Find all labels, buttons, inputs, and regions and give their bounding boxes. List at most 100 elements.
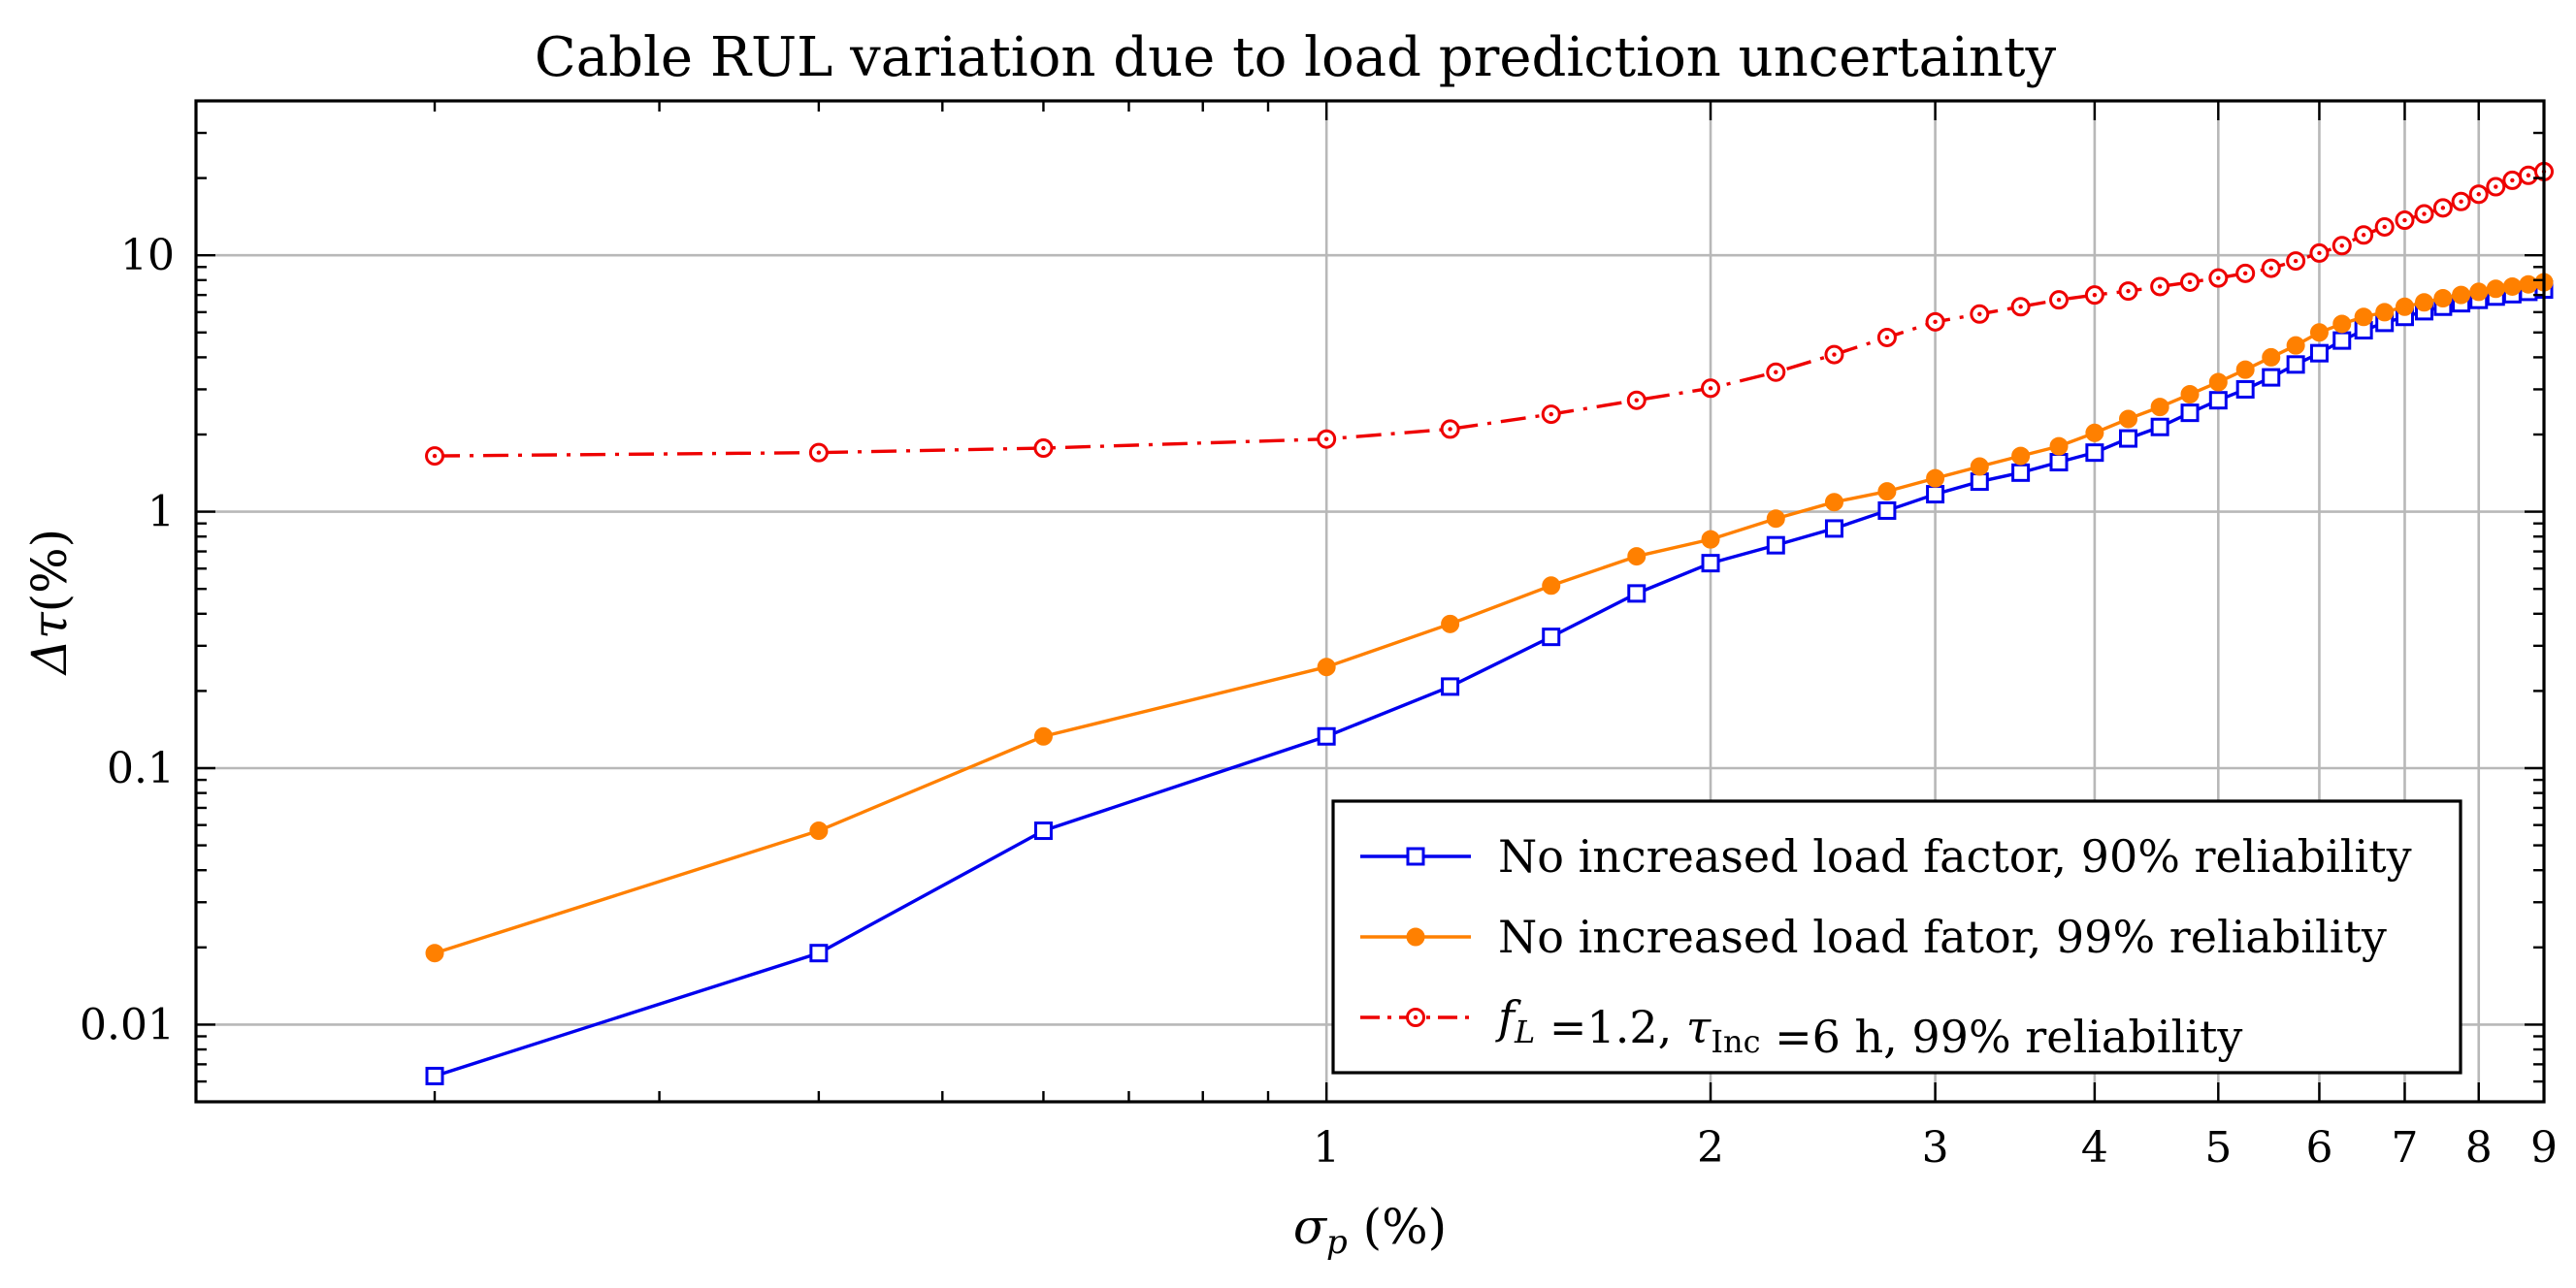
series-2 — [425, 273, 2554, 963]
data-point — [809, 944, 829, 963]
data-point — [2119, 409, 2138, 429]
data-point — [2309, 343, 2329, 363]
data-point — [2286, 251, 2306, 272]
data-point — [2415, 293, 2434, 312]
legend-marker — [1406, 927, 1425, 947]
data-point — [1317, 658, 1336, 677]
data-point — [1627, 547, 1647, 566]
data-point — [1627, 584, 1647, 603]
y-tick-label: 10 — [120, 231, 175, 280]
legend-entry: fL =1.2, τInc =6 h, 99% reliability — [1360, 991, 2242, 1063]
series-layer — [425, 161, 2554, 1085]
x-tick-label: 5 — [2204, 1123, 2232, 1173]
data-point — [2468, 184, 2489, 205]
data-point — [1970, 457, 1989, 476]
data-point — [1626, 390, 1647, 410]
data-point — [1970, 472, 1989, 492]
legend-label: fL =1.2, τInc =6 h, 99% reliability — [1495, 991, 2242, 1063]
data-point — [2150, 417, 2169, 436]
x-tick-label: 3 — [1922, 1123, 1949, 1173]
data-point — [2150, 276, 2170, 297]
x-tick-label: 9 — [2530, 1123, 2558, 1173]
data-point — [809, 821, 829, 841]
data-point — [2451, 191, 2471, 211]
legend-marker — [1406, 847, 1425, 866]
data-point — [2375, 303, 2395, 322]
plot-frame — [194, 99, 2546, 1104]
data-point — [1542, 628, 1561, 647]
data-point — [2395, 210, 2415, 231]
y-tick-label: 1 — [147, 488, 175, 537]
data-point — [425, 1066, 444, 1085]
data-point — [2049, 436, 2069, 456]
data-point — [1876, 327, 1897, 347]
x-tick-label: 7 — [2391, 1123, 2418, 1173]
data-point — [1766, 509, 1785, 529]
data-point — [808, 442, 829, 463]
data-point — [425, 944, 444, 963]
data-point — [1926, 485, 1945, 504]
data-point — [2085, 423, 2104, 442]
data-point — [2049, 453, 2069, 472]
data-point — [2118, 281, 2138, 302]
legend-label: No increased load fator, 99% reliability — [1498, 911, 2387, 963]
data-point — [2502, 276, 2522, 296]
data-point — [2486, 279, 2505, 299]
data-point — [2433, 288, 2453, 307]
data-point — [1317, 726, 1336, 746]
data-point — [1824, 493, 1843, 512]
x-axis-label: σp (%) — [1293, 1199, 1447, 1262]
data-point — [2502, 170, 2523, 190]
y-tick-label: 0.1 — [107, 744, 175, 793]
data-point — [1877, 500, 1897, 520]
axes: 1 2 3 4 5 6 7 8 9 0.01 0.1 1 10 σp (%) Δτ(%) — [21, 99, 2558, 1262]
data-point — [1877, 482, 1897, 501]
legend-entry: No increased load fator, 99% reliability — [1360, 911, 2387, 963]
data-point — [2518, 165, 2538, 185]
chart-title: Cable RUL variation due to load predicti… — [535, 26, 2057, 89]
data-point — [2331, 236, 2352, 256]
data-point — [2309, 242, 2330, 263]
data-point — [2354, 225, 2374, 245]
data-point — [2469, 282, 2489, 302]
y-tick-label: 0.01 — [80, 1000, 175, 1049]
data-point — [2309, 323, 2329, 342]
data-point — [2332, 331, 2352, 350]
data-point — [1033, 438, 1054, 459]
x-tick-label: 8 — [2465, 1123, 2493, 1173]
x-tick-label: 1 — [1313, 1123, 1340, 1173]
data-point — [2332, 314, 2352, 334]
legend-label: No increased load factor, 90% reliabilit… — [1498, 830, 2412, 883]
data-point — [2432, 198, 2453, 218]
data-point — [2262, 368, 2281, 387]
data-point — [1701, 530, 1720, 549]
data-point — [1542, 576, 1561, 596]
x-tick-label: 6 — [2305, 1123, 2332, 1173]
data-point — [1926, 468, 1945, 488]
data-point — [2286, 355, 2305, 374]
data-point — [2354, 307, 2373, 327]
data-point — [1701, 554, 1720, 573]
data-point — [1441, 677, 1460, 696]
data-point — [2208, 391, 2228, 410]
data-point — [2452, 285, 2471, 305]
data-point — [1033, 821, 1053, 841]
data-point — [1317, 429, 1337, 449]
data-point — [1925, 311, 1945, 332]
data-point — [2235, 360, 2255, 379]
data-point — [425, 446, 445, 467]
data-point — [2011, 446, 2031, 466]
legend-marker — [1406, 1008, 1425, 1027]
data-point — [2049, 290, 2070, 310]
data-point — [1824, 344, 1844, 365]
legend-box — [1331, 799, 2462, 1075]
data-point — [1766, 362, 1786, 382]
data-point — [2208, 268, 2229, 288]
data-point — [2208, 372, 2228, 392]
data-point — [2286, 336, 2305, 355]
data-point — [2395, 297, 2414, 316]
data-point — [2519, 274, 2538, 294]
x-tick-label: 2 — [1697, 1123, 1724, 1173]
data-point — [1824, 519, 1843, 538]
data-point — [2374, 216, 2395, 237]
